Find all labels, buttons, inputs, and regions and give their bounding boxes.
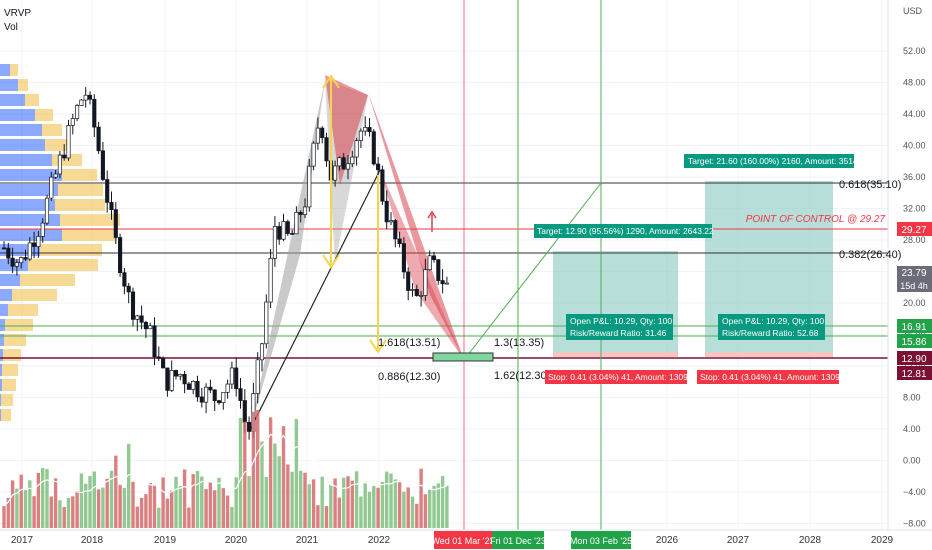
trade-1-labels[interactable]: Target: 12.90 (95.56%) 1290, Amount: 264… [534, 224, 714, 384]
fib-1618-label: 1.618(13.51) [378, 337, 440, 349]
trade-1-target: Target: 12.90 (95.56%) 1290, Amount: 264… [537, 226, 714, 236]
time-tick-label: 2022 [368, 535, 391, 546]
currency-label: USD [903, 6, 923, 16]
price-tick-label: 52.00 [903, 46, 926, 56]
time-tag-2: Fri 01 Dec '23 [490, 536, 546, 546]
price-candles [1, 87, 449, 440]
projection-line [463, 182, 602, 361]
time-tick-label: 2018 [81, 535, 104, 546]
price-tick-label: 40.00 [903, 141, 926, 151]
level-b-tag: 15.86 [901, 337, 926, 348]
price-tick-label: −8.00 [903, 519, 926, 529]
price-tick-label: 44.00 [903, 109, 926, 119]
price-tags: 29.27 23.79 15d 4h 16.91 15.86 12.90 12.… [897, 222, 932, 380]
xa-leg [249, 169, 381, 431]
price-tick-label: −4.00 [903, 487, 926, 497]
trade-2-stop: Stop: 0.41 (3.04%) 41, Amount: 1309.93 [700, 372, 852, 382]
level-labels: 0.618(35.10) POINT OF CONTROL @ 29.27 0.… [378, 179, 901, 383]
fib-618-label: 0.618(35.10) [839, 179, 901, 191]
bearish-pattern-3 [380, 170, 464, 360]
stop-zone [553, 352, 678, 357]
level-c-tag: 12.90 [901, 354, 926, 365]
vertical-markers [463, 0, 602, 530]
bearish-pattern-2 [368, 92, 464, 360]
time-axis[interactable]: 2017 2018 2019 2020 2021 2022 2026 2027 2028 2029 [11, 535, 894, 546]
fib-arrows [322, 74, 437, 354]
price-tick-label: 32.00 [903, 204, 926, 214]
fib-382-label: 0.382(26.40) [839, 249, 901, 261]
last-price-tag: 23.79 [901, 268, 926, 279]
stop-zone [705, 352, 833, 357]
price-tick-label: 8.00 [903, 393, 921, 403]
time-tick-label: 2029 [871, 535, 894, 546]
time-tag-1: Wed 01 Mar '23 [431, 536, 494, 546]
harmonic-patterns[interactable] [249, 75, 602, 431]
vol-label[interactable]: Vol [4, 22, 18, 33]
level-a-tag: 16.91 [901, 322, 926, 333]
time-tick-label: 2020 [225, 535, 248, 546]
bullish-pattern-xab [250, 80, 325, 430]
level-d-tag: 12.81 [901, 369, 926, 380]
trade-1-stop: Stop: 0.41 (3.04%) 41, Amount: 1309.93 [548, 372, 700, 382]
volume-profile [0, 64, 120, 421]
price-tick-label: 4.00 [903, 424, 921, 434]
trade-1-rr: Risk/Reward Ratio: 31.46 [570, 328, 667, 338]
time-tick-label: 2027 [727, 535, 750, 546]
vrvp-label[interactable]: VRVP [4, 8, 31, 19]
trade-1-pnl: Open P&L: 10.29, Qty: 100 [570, 316, 672, 326]
time-tick-label: 2021 [296, 535, 319, 546]
trade-2-rr: Risk/Reward Ratio: 52.68 [722, 328, 819, 338]
trade-2-labels[interactable]: Target: 21.60 (160.00%) 2160, Amount: 35… [684, 154, 870, 384]
price-tick-label: 0.00 [903, 456, 921, 466]
bearish-pattern-1 [325, 75, 368, 185]
poc-price-tag: 29.27 [901, 225, 926, 236]
price-tick-label: 28.00 [903, 235, 926, 245]
fib-13-label: 1.3(13.35) [494, 337, 544, 349]
prz-box [432, 352, 494, 362]
time-tick-label: 2019 [154, 535, 177, 546]
volume-bars [2, 410, 449, 528]
time-tags: Wed 01 Mar '23 Fri 01 Dec '23 Mon 03 Feb… [431, 531, 632, 549]
volume-ma-line [3, 433, 448, 507]
long-position-1[interactable] [553, 251, 678, 357]
price-axis-bg [888, 0, 932, 530]
poc-label: POINT OF CONTROL @ 29.27 [746, 214, 886, 225]
countdown-tag: 15d 4h [900, 281, 928, 291]
price-tick-label: 20.00 [903, 298, 926, 308]
trade-2-target: Target: 21.60 (160.00%) 2160, Amount: 35… [688, 156, 870, 166]
horizontal-levels [0, 182, 888, 359]
fib-162-label: 1.62(12.30) [494, 370, 550, 382]
time-tick-label: 2026 [656, 535, 679, 546]
time-tick-label: 2017 [11, 535, 34, 546]
time-tag-3: Mon 03 Feb '25 [570, 536, 632, 546]
price-tick-label: 36.00 [903, 172, 926, 182]
fib-0886-label: 0.886(12.30) [378, 371, 440, 383]
trade-2-pnl: Open P&L: 10.29, Qty: 100 [722, 316, 824, 326]
time-tick-label: 2028 [799, 535, 822, 546]
price-tick-label: 48.00 [903, 78, 926, 88]
